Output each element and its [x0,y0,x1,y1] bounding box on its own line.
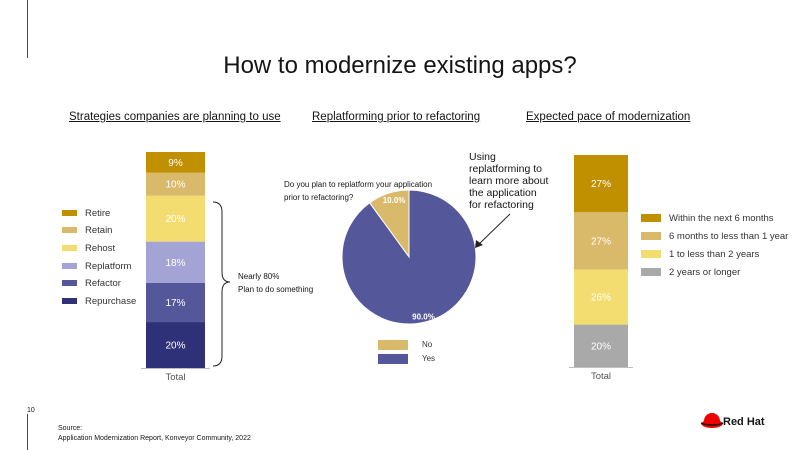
legend-label: 6 months to less than 1 year [669,231,789,242]
legend-item-repurchase: Repurchase [62,296,136,307]
replatforming-callout: Using replatforming to learn more about … [469,151,548,211]
annotation-line: Plan to do something [238,285,314,294]
pace-data-label: 20% [591,341,611,352]
callout-line: Using [469,151,496,163]
strategies-chart-title: Strategies companies are planning to use [69,111,281,123]
nearly-80-bracket [212,201,231,367]
strategies-data-label: 17% [165,298,185,309]
legend-swatch-yes [378,354,408,364]
source-note: Source: Application Modernization Report… [58,424,251,444]
legend-item-within-6-months: Within the next 6 months [641,213,774,224]
callout-line: replatforming to [469,163,542,175]
legend-label: Rehost [85,243,116,254]
legend-swatch-6-months-to-1-year [641,232,661,241]
strategies-segment-rehost [146,195,205,242]
legend-item-replatform: Replatform [62,261,131,272]
pace-chart-title: Expected pace of modernization [526,111,691,123]
legend-label: Refactor [85,278,121,289]
legend-swatch-within-6-months [641,214,661,223]
legend-swatch-refactor [62,280,77,287]
legend-label: Retain [85,225,113,236]
legend-label: 2 years or longer [669,267,741,278]
legend-item-rehost: Rehost [62,243,115,254]
pace-segment-2-years-or-longer [574,324,628,367]
pace-segment-within-the-next-6-months [574,155,628,213]
pace-segment-6-months-to-less-than-1-year [574,212,628,270]
red-hat-wordmark: Red Hat [723,416,765,428]
callout-line: for refactoring [469,199,534,211]
legend-item-retain: Retain [62,225,112,236]
legend-item-yes: Yes [378,354,435,364]
legend-label: Retire [85,208,111,219]
callout-line: the application [469,187,537,199]
callout-arrow-head-icon [475,240,483,248]
legend-item-retire: Retire [62,208,110,219]
red-hat-logo-icon [700,413,724,428]
page-number: 10 [27,407,35,414]
legend-label: No [422,340,433,350]
accent-line-top [27,0,28,58]
question-line: prior to refactoring? [284,193,354,202]
pace-data-label: 26% [591,293,611,304]
pace-category-label: Total [591,371,611,382]
strategies-segment-retain [146,172,205,196]
pie-data-label: 10.0% [383,196,406,205]
legend-swatch-2-years-or-longer [641,268,661,277]
question-line: Do you plan to replatform your applicati… [284,180,433,189]
strategies-segment-retire [146,152,205,173]
legend-label: Replatform [85,261,132,272]
source-text: Application Modernization Report, Konvey… [58,435,251,442]
nearly-80-annotation: Nearly 80% Plan to do something [238,270,313,296]
strategies-segment-repurchase [146,322,205,368]
callout-line: learn more about [469,175,549,187]
accent-line-bottom [27,414,28,450]
legend-swatch-retire [62,210,77,217]
pace-data-label: 27% [591,236,611,247]
legend-swatch-retain [62,227,77,234]
page-title: How to modernize existing apps? [223,52,577,79]
source-label: Source: [58,425,83,432]
pie-slice-yes [341,189,477,325]
strategies-data-label: 20% [165,341,185,352]
strategies-data-label: 20% [165,214,185,225]
strategies-segment-refactor [146,282,205,323]
strategies-data-label: 10% [165,180,185,191]
pie-chart-title: Replatforming prior to refactoring [312,111,481,123]
pace-segment-1-to-less-than-2-years [574,269,628,325]
strategies-category-label: Total [165,372,185,383]
legend-item-2-years-or-longer: 2 years or longer [641,267,740,278]
pie-question: Do you plan to replatform your applicati… [284,178,432,204]
legend-item-refactor: Refactor [62,278,121,289]
legend-swatch-replatform [62,263,77,270]
strategies-data-label: 9% [168,158,183,169]
pace-data-label: 27% [591,179,611,190]
pie-data-label: 90.0% [412,313,435,322]
legend-swatch-1-to-2-years [641,250,661,259]
strategies-data-label: 18% [165,258,185,269]
legend-item-no: No [378,340,432,350]
legend-swatch-rehost [62,245,77,252]
legend-label: 1 to less than 2 years [669,249,760,260]
strategies-segment-replatform [146,241,205,283]
legend-item-6-months-to-1-year: 6 months to less than 1 year [641,231,788,242]
legend-label: Repurchase [85,296,137,307]
legend-label: Yes [422,354,436,364]
legend-item-1-to-2-years: 1 to less than 2 years [641,249,759,260]
legend-swatch-repurchase [62,298,77,305]
callout-arrow-line [476,213,511,247]
legend-label: Within the next 6 months [669,213,774,224]
annotation-line: Nearly 80% [238,272,280,281]
legend-swatch-no [378,340,408,350]
